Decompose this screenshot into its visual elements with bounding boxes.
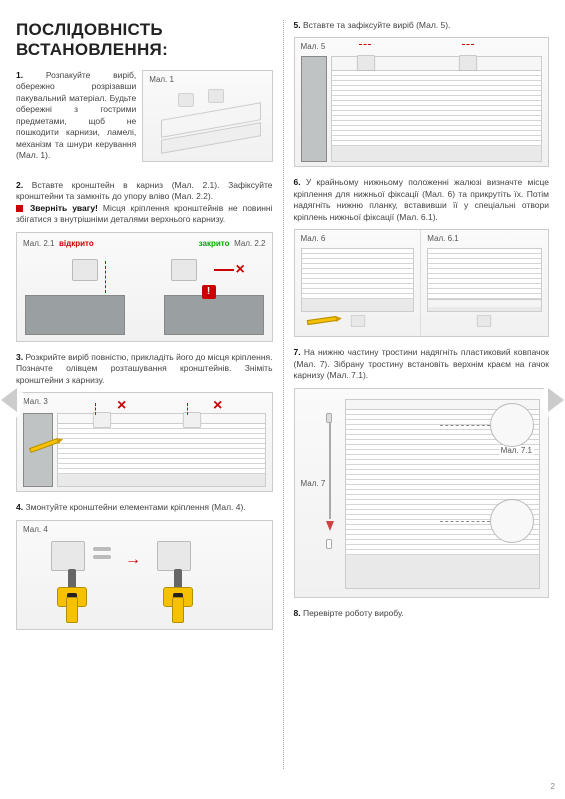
figure-7-label: Мал. 7 — [301, 479, 326, 488]
figure-7: Мал. 7 Мал. 7.1 — [294, 388, 550, 598]
step-6-num: 6. — [294, 177, 301, 187]
warning-icon — [16, 205, 23, 212]
step-2-body: Вставте кронштейн в карниз (Мал. 2.1). З… — [16, 180, 273, 201]
step-7-body: На нижню частину тростини надягніть плас… — [294, 347, 550, 380]
chevron-right-icon — [548, 388, 564, 412]
page-heading: ПОСЛІДОВНІСТЬ ВСТАНОВЛЕННЯ: — [16, 20, 273, 60]
figure-21-label: Мал. 2.1 — [23, 239, 54, 248]
label-open: відкрито — [59, 239, 94, 248]
step-8-text: 8. Перевірте роботу виробу. — [294, 608, 550, 619]
step-6-body: У крайньому нижньому положенні жалюзі ви… — [294, 177, 550, 221]
figure-4: Мал. 4 → — [16, 520, 273, 630]
figure-1: Мал. 1 — [142, 70, 272, 162]
figure-4-label: Мал. 4 — [23, 525, 48, 534]
step-3-text: 3. Розкрийте виріб повністю, прикладіть … — [16, 352, 273, 386]
figure-5: Мал. 5 — [294, 37, 550, 167]
right-column: 5. Вставте та зафіксуйте виріб (Мал. 5).… — [283, 20, 550, 769]
step-5-num: 5. — [294, 20, 301, 30]
step-1-text: 1. Розпакуйте виріб, обережно розрізавши… — [16, 70, 136, 166]
figure-3: Мал. 3 × × — [16, 392, 273, 492]
step-7-num: 7. — [294, 347, 301, 357]
figure-3-label: Мал. 3 — [23, 397, 48, 406]
figure-22-label: Мал. 2.2 — [234, 239, 265, 248]
left-column: ПОСЛІДОВНІСТЬ ВСТАНОВЛЕННЯ: 1. Розпакуйт… — [16, 20, 283, 769]
step-1-body: Розпакуйте виріб, обережно розрізавши па… — [16, 70, 136, 160]
chevron-left-icon — [1, 388, 17, 412]
step-3-num: 3. — [16, 352, 23, 362]
step-1-row: 1. Розпакуйте виріб, обережно розрізавши… — [16, 70, 273, 172]
step-4-num: 4. — [16, 502, 23, 512]
step-8-num: 8. — [294, 608, 301, 618]
step-2-num: 2. — [16, 180, 23, 190]
warning-title: Зверніть увагу! — [30, 203, 98, 213]
step-5-body: Вставте та зафіксуйте виріб (Мал. 5). — [303, 20, 450, 30]
instruction-page: ПОСЛІДОВНІСТЬ ВСТАНОВЛЕННЯ: 1. Розпакуйт… — [0, 0, 565, 799]
figure-6: Мал. 6 Мал. 6.1 — [294, 229, 550, 337]
figure-61-label: Мал. 6.1 — [427, 234, 458, 243]
figure-1-label: Мал. 1 — [149, 75, 174, 84]
step-7-text: 7. На нижню частину тростини надягніть п… — [294, 347, 550, 381]
page-number: 2 — [551, 782, 555, 791]
step-2-text: 2. Вставте кронштейн в карниз (Мал. 2.1)… — [16, 180, 273, 226]
step-6-text: 6. У крайньому нижньому положенні жалюзі… — [294, 177, 550, 223]
step-4-text: 4. Змонтуйте кронштейни елементами кріпл… — [16, 502, 273, 513]
step-4-body: Змонтуйте кронштейни елементами кріпленн… — [25, 502, 245, 512]
figure-5-label: Мал. 5 — [301, 42, 326, 51]
step-3-body: Розкрийте виріб повністю, прикладіть йог… — [16, 352, 273, 385]
step-8-body: Перевірте роботу виробу. — [303, 608, 404, 618]
step-1-num: 1. — [16, 70, 23, 80]
step-5-text: 5. Вставте та зафіксуйте виріб (Мал. 5). — [294, 20, 550, 31]
figure-6-label: Мал. 6 — [301, 234, 326, 243]
label-closed: закрито — [199, 239, 230, 248]
figure-2: Мал. 2.1 відкрито закрито Мал. 2.2 × ! — [16, 232, 273, 342]
